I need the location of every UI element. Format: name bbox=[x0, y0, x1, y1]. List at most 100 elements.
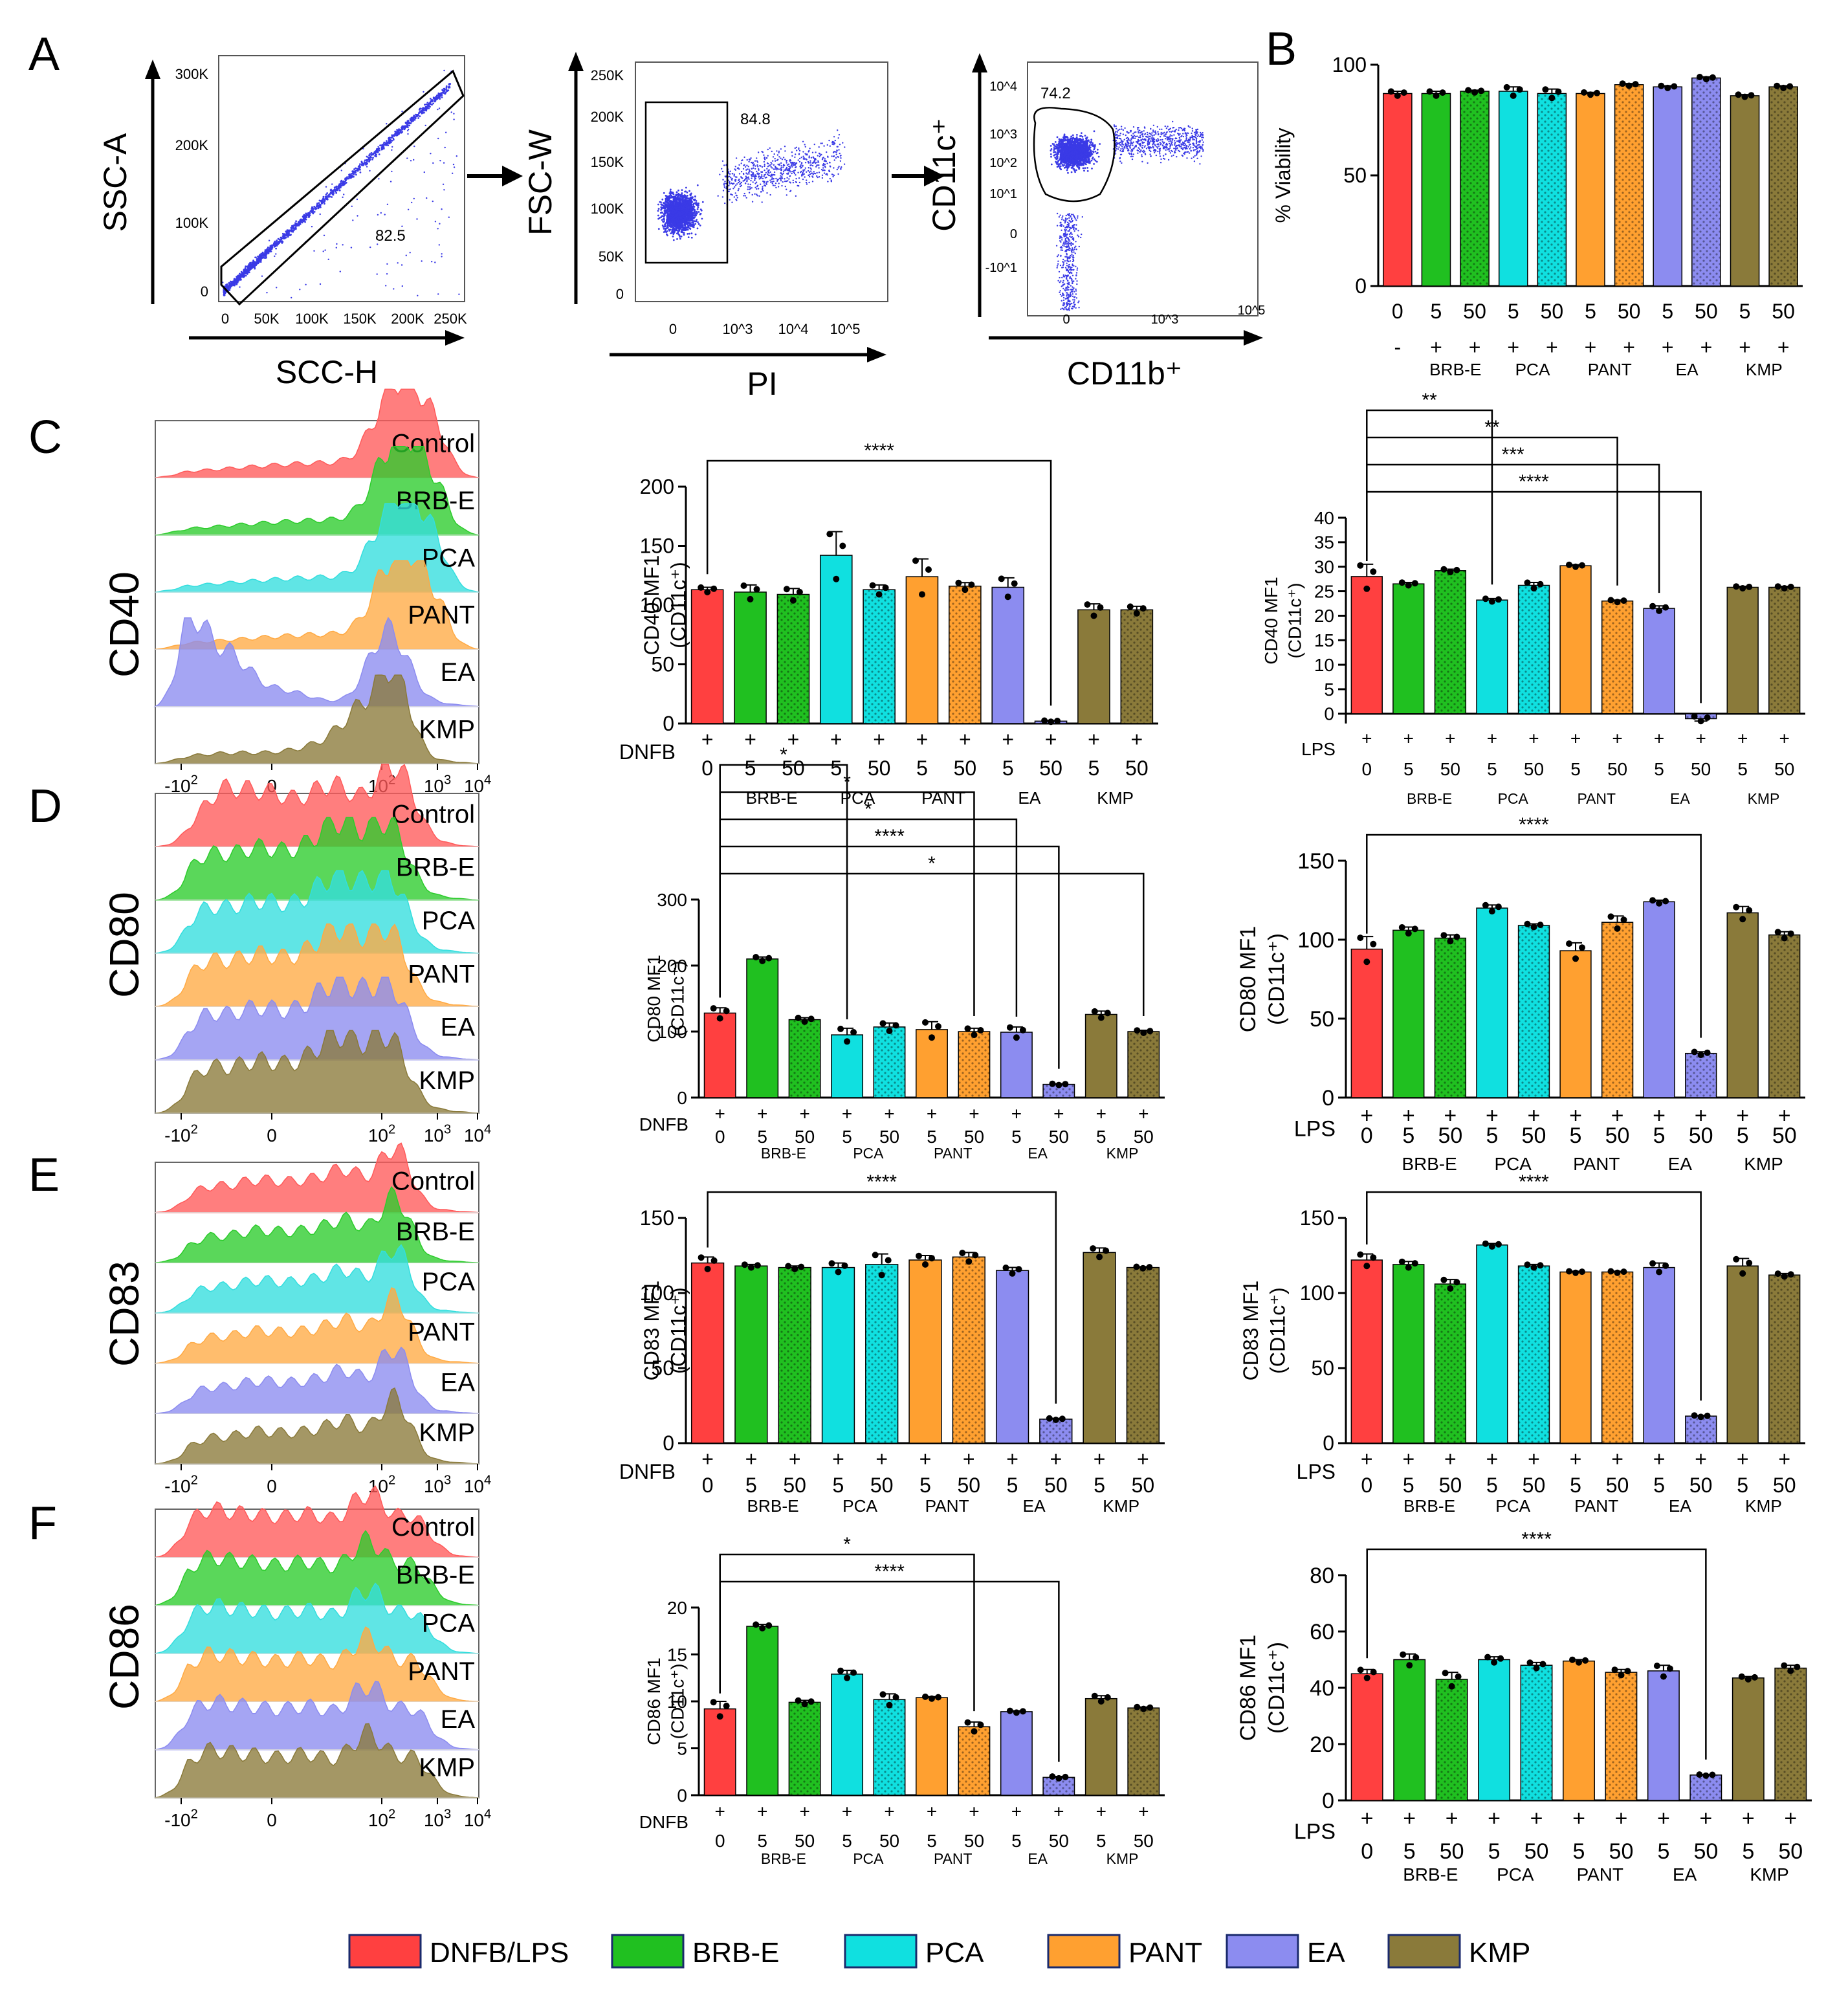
scatter-dot bbox=[829, 165, 831, 167]
scatter-dot bbox=[443, 189, 445, 191]
scatter-dot bbox=[781, 184, 783, 187]
scatter-dot bbox=[669, 205, 672, 208]
y-tick: 300K bbox=[175, 66, 209, 82]
scatter-dot bbox=[802, 155, 804, 157]
scatter-dot bbox=[413, 197, 415, 200]
scatter-dot bbox=[406, 157, 408, 159]
gate-value: 82.5 bbox=[375, 227, 406, 245]
scatter-dot bbox=[275, 253, 277, 255]
scatter-dot bbox=[836, 168, 839, 171]
scatter-dot bbox=[689, 207, 692, 210]
scatter-dot bbox=[794, 169, 796, 171]
scatter-dot bbox=[784, 178, 786, 180]
scatter-dot bbox=[345, 179, 347, 181]
scatter-dot bbox=[441, 208, 443, 210]
scatter-dot bbox=[245, 269, 247, 271]
scatter-dot bbox=[439, 93, 442, 95]
scatter-dot bbox=[696, 227, 699, 230]
scatter-dot bbox=[321, 199, 324, 202]
scatter-dot bbox=[769, 181, 772, 183]
scatter-dot bbox=[767, 148, 769, 151]
scatter-dot bbox=[386, 141, 389, 144]
scatter-dot bbox=[675, 197, 677, 199]
scatter-dot bbox=[382, 144, 384, 147]
scatter-dot bbox=[769, 147, 771, 149]
scatter-dot bbox=[670, 225, 672, 227]
scatter-dot bbox=[301, 221, 303, 224]
scatter-dot bbox=[681, 189, 683, 192]
scatter-dot bbox=[254, 263, 256, 265]
scatter-dot bbox=[692, 214, 694, 217]
scatter-dot bbox=[839, 155, 842, 157]
scatter-dot bbox=[385, 143, 388, 146]
scatter-dot bbox=[1050, 155, 1052, 158]
scatter-dot bbox=[314, 207, 317, 210]
scatter-dot bbox=[749, 186, 751, 188]
panel-letter-a: A bbox=[28, 28, 60, 80]
scatter-dot bbox=[767, 171, 769, 173]
scatter-dot bbox=[429, 98, 432, 100]
scatter-dot bbox=[690, 219, 692, 222]
scatter-dot bbox=[701, 217, 703, 220]
scatter-dot bbox=[743, 195, 745, 197]
scatter-dot bbox=[804, 158, 806, 160]
scatter-dot bbox=[843, 163, 846, 165]
scatter-dot bbox=[782, 181, 784, 183]
scatter-dot bbox=[699, 213, 701, 216]
scatter-dot bbox=[754, 174, 756, 176]
scatter-dot bbox=[292, 225, 294, 227]
scatter-dot bbox=[821, 177, 824, 179]
scatter-dot bbox=[316, 204, 318, 206]
scatter-dot bbox=[674, 201, 676, 203]
scatter-dot bbox=[808, 157, 810, 159]
scatter-dot bbox=[837, 167, 839, 169]
scatter-dot bbox=[1074, 171, 1076, 173]
scatter-dot bbox=[222, 282, 224, 283]
scatter-dot bbox=[283, 236, 286, 238]
scatter-dot bbox=[804, 144, 806, 146]
scatter-dot bbox=[745, 169, 747, 171]
scatter-dot bbox=[318, 199, 321, 202]
scatter-dot bbox=[1067, 171, 1069, 174]
scatter-dot bbox=[753, 165, 754, 167]
scatter-dot bbox=[437, 137, 439, 140]
scatter-dot bbox=[728, 184, 730, 187]
scatter-dot bbox=[316, 203, 318, 205]
scatter-dot bbox=[669, 223, 672, 226]
scatter-dot bbox=[283, 234, 286, 237]
scatter-dot bbox=[430, 100, 432, 102]
scatter-dot bbox=[414, 117, 417, 120]
scatter-dot bbox=[683, 199, 685, 201]
scatter-dot bbox=[734, 186, 736, 188]
scatter-dot bbox=[754, 179, 756, 181]
scatter-dot bbox=[676, 214, 679, 216]
scatter-dot bbox=[808, 149, 810, 152]
scatter-dot bbox=[336, 189, 339, 192]
scatter-dot bbox=[265, 254, 267, 256]
scatter-dot bbox=[764, 163, 765, 166]
scatter-dot bbox=[822, 162, 825, 165]
scatter-dot bbox=[407, 133, 409, 135]
scatter-dot bbox=[670, 199, 672, 202]
scatter-dot bbox=[678, 201, 681, 203]
scatter-dot bbox=[404, 121, 407, 124]
scatter-dot bbox=[342, 182, 344, 184]
scatter-dot bbox=[676, 219, 679, 221]
scatter-dot bbox=[786, 177, 788, 179]
scatter-dot bbox=[742, 159, 743, 161]
scatter-dot bbox=[421, 260, 423, 262]
scatter-dot bbox=[751, 173, 753, 175]
scatter-dot bbox=[352, 219, 354, 221]
scatter-dot bbox=[276, 245, 278, 247]
scatter-dot bbox=[226, 283, 228, 285]
scatter-dot bbox=[754, 160, 756, 162]
scatter-dot bbox=[281, 240, 283, 242]
scatter-dot bbox=[441, 96, 443, 98]
scatter-dot bbox=[820, 153, 822, 156]
scatter-dot bbox=[756, 164, 758, 166]
scatter-dot bbox=[434, 221, 437, 223]
scatter-dot bbox=[780, 169, 782, 171]
scatter-dot bbox=[812, 173, 815, 175]
scatter-dot bbox=[380, 212, 382, 214]
scatter-dot bbox=[798, 181, 801, 184]
